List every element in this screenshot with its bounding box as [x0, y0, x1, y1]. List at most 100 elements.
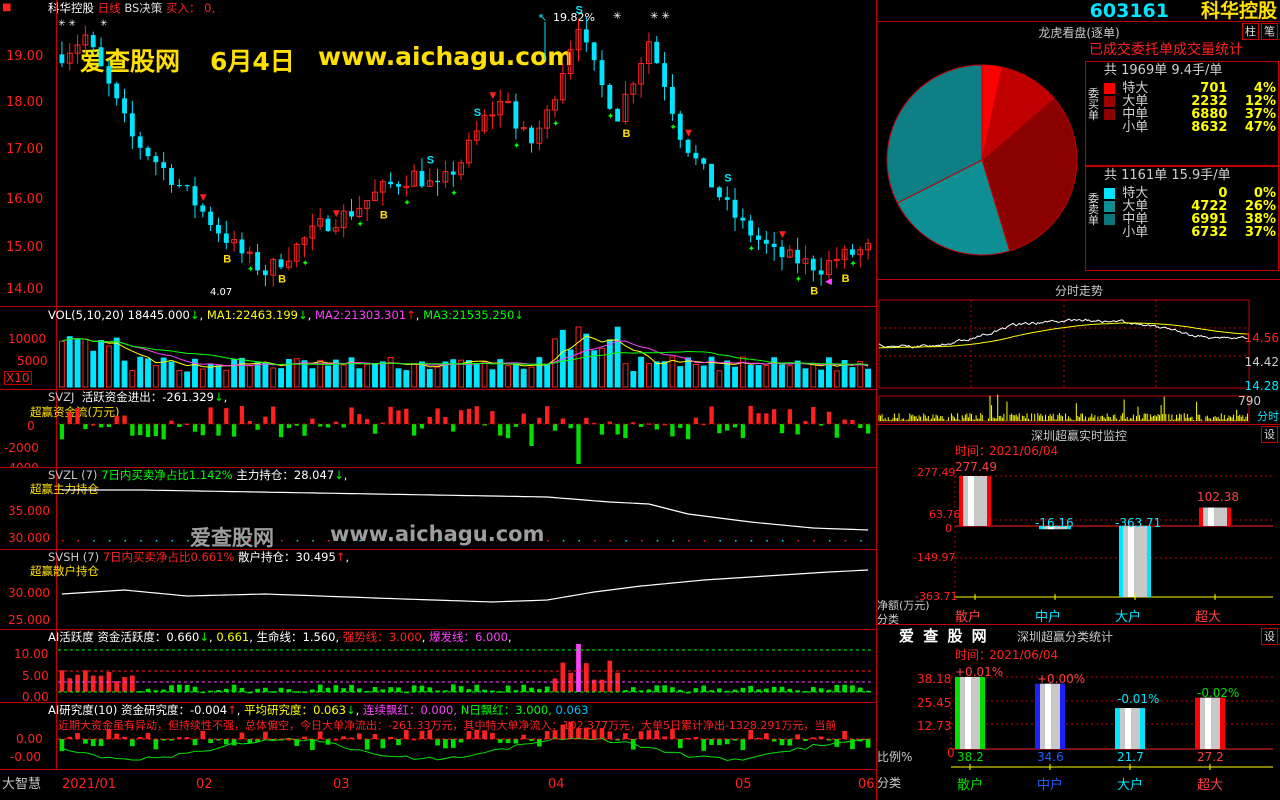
svg-text:B: B: [223, 253, 231, 265]
price-tick: 16.00: [6, 192, 44, 207]
classify-title: 深圳超赢分类统计: [1017, 630, 1114, 644]
svg-text:✦: ✦: [403, 198, 411, 208]
order-pct: 47%: [1244, 120, 1276, 135]
signal-label: 买入：: [165, 1, 201, 15]
svg-text:▼: ▼: [200, 193, 207, 203]
watermark-mid-url: www.aichagu.com: [330, 522, 545, 546]
svzl-value: 28.047: [293, 468, 335, 482]
svg-text:✦: ✦: [450, 189, 458, 199]
classify-delta: +0.00%: [1037, 672, 1086, 686]
svg-text:✦: ✦: [748, 244, 756, 254]
svzj-tick: -4000: [4, 461, 39, 468]
star-icon: ✳ ✳: [650, 11, 670, 22]
date-tick: 05: [735, 777, 752, 792]
period-label[interactable]: 日线: [97, 1, 121, 15]
classify-tick: 25.45: [917, 696, 952, 710]
aiyan-avg-value: 0.063: [313, 703, 346, 717]
aihuo-tick: 10.00: [14, 647, 49, 661]
stock-title-bar: 603161 科华控股: [877, 0, 1280, 22]
svsh-label: 7日内买卖净占比0.661%: [102, 550, 235, 564]
sell-side-label: 委卖单: [1088, 192, 1099, 228]
svzl-tick: 30.000: [8, 531, 50, 545]
svg-text:B: B: [380, 210, 388, 222]
star-icon: ✳: [613, 11, 622, 22]
classify-ylabel: 比例%: [877, 750, 913, 764]
monitor-tick: -363.71: [915, 590, 958, 603]
monitor-value: 277.49: [955, 460, 997, 474]
classify-delta: -0.02%: [1197, 686, 1240, 700]
table-row[interactable]: 特大 701 4%: [1102, 82, 1278, 95]
svg-text:✦: ✦: [669, 123, 677, 133]
monitor-time-value: 2021/06/04: [989, 444, 1059, 458]
svg-text:✦: ✦: [356, 220, 364, 230]
monitor-settings-button[interactable]: 设: [1261, 426, 1278, 443]
classify-time-value: 2021/06/04: [989, 648, 1059, 662]
svzj-arrow: ↓: [213, 390, 224, 404]
svzl-title: SVZL (7): [48, 468, 98, 482]
ai-activity-bars: [58, 644, 872, 694]
svsh-label2: 散户持仓：: [238, 550, 296, 564]
svsh-header: SVSH (7) 7日内买卖净占比0.661% 散户持仓：30.495↑,: [48, 550, 350, 564]
sell-summary: 共 1161单 15.9手/单: [1104, 168, 1231, 183]
aihuo-title: AI活跃度: [48, 630, 94, 644]
aiyan-red-name: 连续飘红：: [362, 703, 421, 717]
aiyan-red-value: 0.000,: [420, 703, 458, 717]
vol-ma3-value: 21535.250: [452, 308, 515, 322]
date-tick: 04: [548, 777, 565, 792]
legend-swatch: [1104, 214, 1115, 225]
table-row[interactable]: 小单 8632 47%: [1102, 121, 1278, 134]
svsh-panel[interactable]: SVSH (7) 7日内买卖净占比0.661% 散户持仓：30.495↑, 超赢…: [0, 550, 876, 630]
date-tick: 2021/01: [62, 777, 117, 792]
price-tick: 19.00: [6, 49, 44, 64]
order-pct: 37%: [1244, 225, 1276, 240]
table-row[interactable]: 大单 4722 26%: [1102, 200, 1278, 213]
order-count: 2232: [1191, 94, 1228, 109]
annotation-low: 4.07: [210, 287, 233, 298]
vol-ma2-name: MA2:: [314, 308, 344, 322]
buy-side-label: 委买单: [1088, 87, 1099, 123]
star-icon: ✳ ✳: [58, 19, 76, 29]
monitor-cat: 超大: [1195, 610, 1222, 625]
dragon-bar-button[interactable]: 柱: [1242, 23, 1259, 40]
intraday-section[interactable]: 分时走势 14.56 14.42 14.28 790 分时: [877, 280, 1280, 425]
monitor-tick: 63.76: [929, 508, 961, 521]
ai-activity-panel[interactable]: AI活跃度 资金活跃度：0.660↓, 0.661, 生命线：1.560, 强势…: [0, 630, 876, 703]
stock-name: 科华控股: [1200, 0, 1277, 22]
table-row[interactable]: 中单 6880 37%: [1102, 108, 1278, 121]
order-type: 大单: [1122, 199, 1149, 214]
order-stats-section: 已成交委托单成交量统计 委买单 共 1969单 9.4手/单 特大 701 4%…: [877, 40, 1280, 280]
classify-tick: 0: [947, 746, 955, 760]
classify-settings-button[interactable]: 设: [1261, 628, 1278, 645]
monitor-section[interactable]: 深圳超赢实时监控 设 时间： 2021/06/04 277.49 63.76 0…: [877, 425, 1280, 625]
monitor-title: 深圳超赢实时监控: [1030, 429, 1127, 443]
svzj-value: -261.329: [162, 390, 214, 404]
classify-brand: 爱 查 股 网: [899, 627, 989, 645]
svzl-panel[interactable]: SVZL (7) 7日内买卖净占比1.142% 主力持仓：28.047↓, 超赢…: [0, 468, 876, 550]
legend-swatch: [1104, 96, 1115, 107]
vol-arrow: ↓: [189, 308, 200, 322]
order-pct: 38%: [1244, 212, 1276, 227]
classify-section[interactable]: 爱 查 股 网 深圳超赢分类统计 设 时间： 2021/06/04 38.18 …: [877, 625, 1280, 800]
ai-research-panel[interactable]: AI研究度(10) 资金研究度：-0.004↑, 平均研究度：0.063↓, 连…: [0, 703, 876, 770]
classify-cat: 散户: [957, 778, 984, 793]
price-chart-panel[interactable]: ■ 科华控股 日线 BS决策 买入： 0, 19.00 18.00 17.00 …: [0, 0, 876, 307]
svzj-panel[interactable]: SVZJ 活跃资金进出：-261.329↓, 超赢资金流(万元) 0 -2000…: [0, 390, 876, 468]
svzl-subtitle: 超赢主力持仓: [30, 482, 99, 496]
intraday-axis-label: 分时: [1257, 410, 1279, 423]
vol-ma2-value: 21303.301: [343, 308, 407, 322]
table-row[interactable]: 小单 6732 37%: [1102, 226, 1278, 239]
monitor-time-label: 时间：: [955, 444, 992, 458]
vol-tick: 5000: [17, 354, 48, 368]
record-icon[interactable]: ■: [2, 2, 12, 13]
order-pie-chart[interactable]: [879, 40, 1085, 278]
right-column: 603161 科华控股 龙虎看盘(逐单) 柱 笔 已成交委托单成交量统计 委买单…: [876, 0, 1280, 800]
aiyan-avg-arrow: ↓: [346, 703, 356, 717]
vol-ma3-name: MA3:: [423, 308, 453, 322]
table-row[interactable]: 大单 2232 12%: [1102, 95, 1278, 108]
volume-panel[interactable]: VOL(5,10,20) 18445.000↓, MA1:22463.199↓,…: [0, 307, 876, 390]
star-icon: ✳: [100, 19, 108, 29]
vol-title: VOL(5,10,20): [48, 308, 124, 322]
dragon-pen-button[interactable]: 笔: [1261, 23, 1278, 40]
table-row[interactable]: 中单 6991 38%: [1102, 213, 1278, 226]
table-row[interactable]: 特大 0 0%: [1102, 187, 1278, 200]
